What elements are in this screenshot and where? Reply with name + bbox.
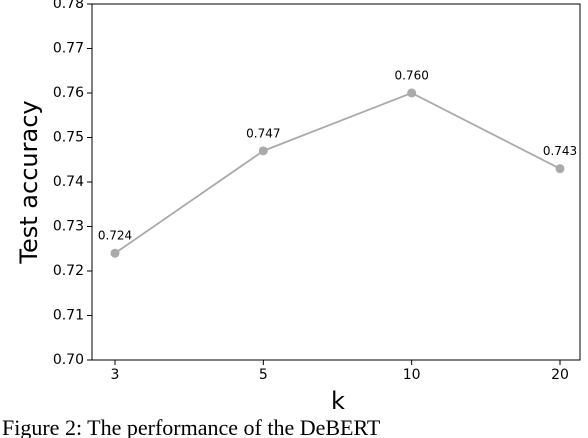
- point: [555, 164, 565, 174]
- y-tick-label: 0.76: [53, 85, 84, 101]
- value-label: 0.760: [394, 69, 428, 83]
- y-tick-label: 0.70: [53, 352, 84, 368]
- point: [110, 248, 120, 258]
- x-tick-label: 20: [551, 367, 569, 383]
- value-label: 0.724: [98, 229, 132, 243]
- y-tick-label: 0.78: [53, 0, 84, 12]
- y-tick-label: 0.77: [53, 41, 84, 57]
- point: [407, 88, 417, 98]
- y-tick-label: 0.71: [53, 308, 84, 324]
- y-tick-label: 0.73: [53, 219, 84, 235]
- value-label: 0.743: [543, 144, 577, 158]
- caption: Figure 2: The performance of the DeBERT: [2, 415, 381, 438]
- y-tick-label: 0.74: [53, 174, 84, 190]
- y-tick-label: 0.75: [53, 130, 84, 146]
- x-tick-label: 10: [403, 367, 421, 383]
- plot-frame: [91, 3, 581, 361]
- line: [114, 92, 561, 254]
- value-label: 0.747: [246, 126, 280, 140]
- x-tick-label: 3: [111, 367, 120, 383]
- y-tick-label: 0.72: [53, 263, 84, 279]
- x-tick-label: 5: [259, 367, 268, 383]
- y-axis-label: Test accuracy: [15, 100, 43, 264]
- point: [258, 146, 268, 156]
- x-axis-label: k: [331, 387, 345, 415]
